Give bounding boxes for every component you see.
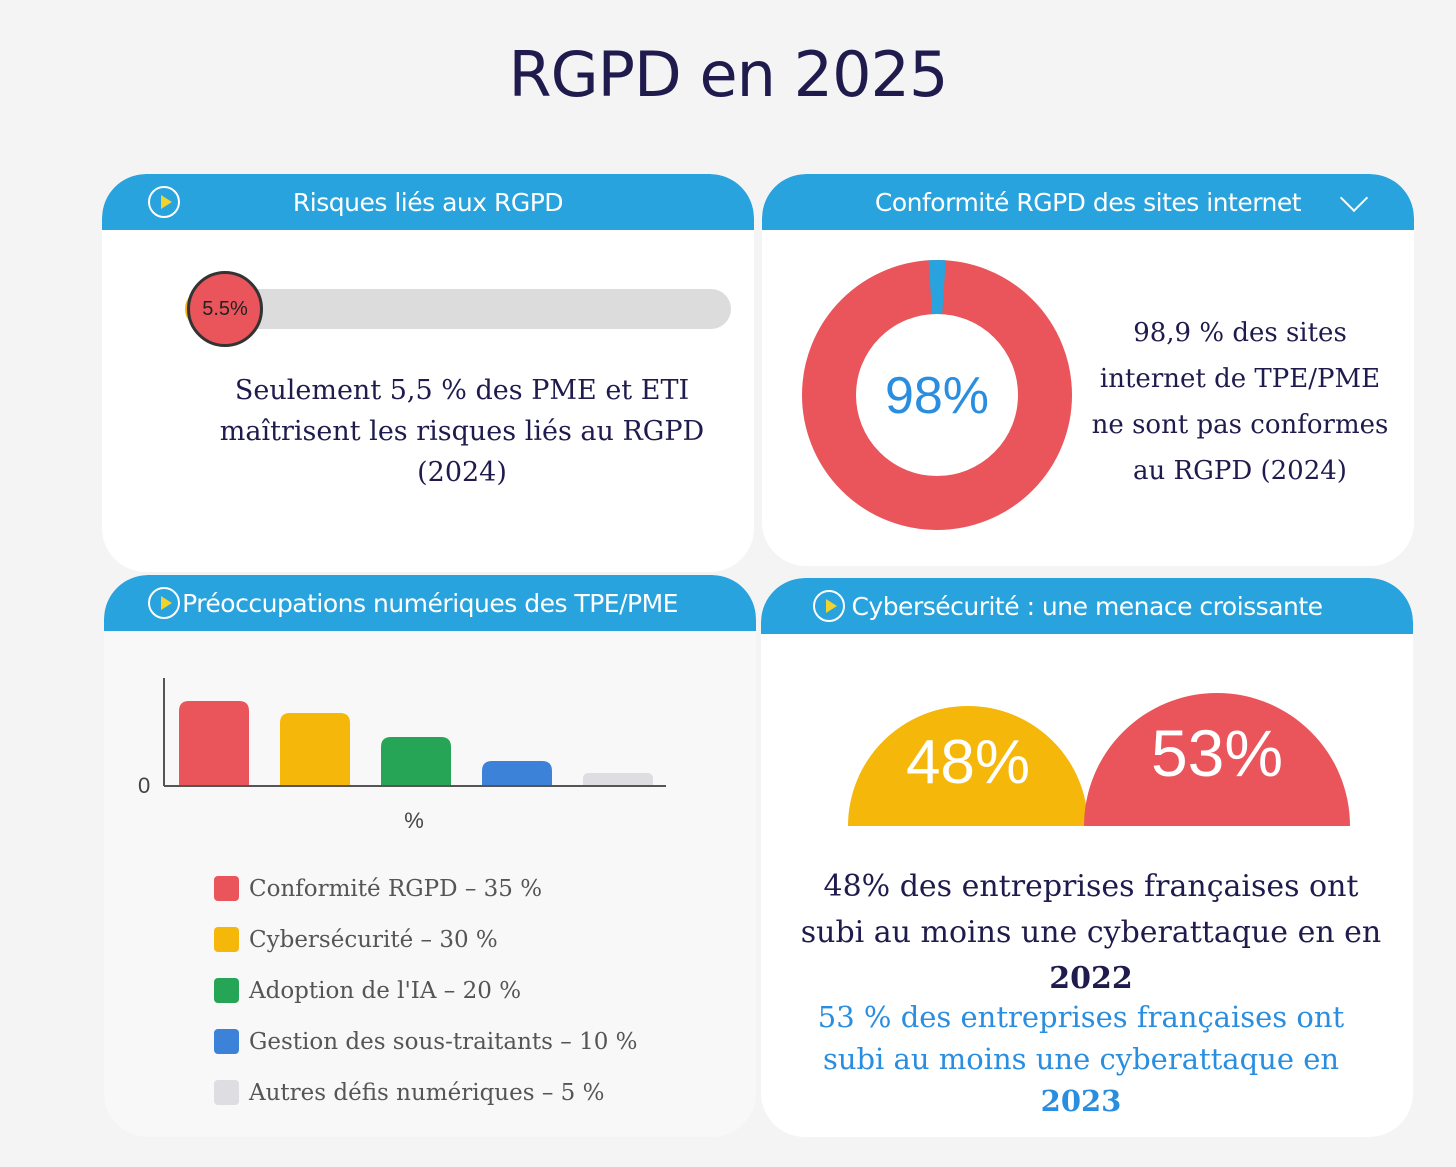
cyber-card: Cybersécurité : une menace croissante 48…	[761, 578, 1413, 1137]
bar-1	[280, 713, 350, 785]
risks-card-header: Risques liés aux RGPD	[102, 174, 754, 230]
semicircle-2022-label: 48%	[906, 728, 1030, 797]
cyber-text-2023-main: 53 % des entreprises françaises ont subi…	[817, 1000, 1345, 1076]
y-tick-label: 0	[138, 773, 150, 798]
legend-label: Adoption de l'IA – 20 %	[249, 977, 522, 1004]
concerns-card: Préoccupations numériques des TPE/PME 0 …	[104, 575, 756, 1137]
cyber-card-header: Cybersécurité : une menace croissante	[761, 578, 1413, 634]
chevron-down-icon[interactable]	[1339, 183, 1369, 213]
play-icon[interactable]	[813, 590, 845, 622]
legend-swatch	[214, 876, 239, 901]
donut-chart: 98%	[802, 260, 1072, 530]
bar-0	[179, 701, 249, 785]
cyber-text-2022: 48% des entreprises françaises ont subi …	[791, 864, 1391, 1002]
legend-swatch	[214, 978, 239, 1003]
legend-item: Cybersécurité – 30 %	[214, 914, 638, 965]
x-axis-label: %	[404, 808, 424, 833]
page-title: RGPD en 2025	[508, 38, 949, 111]
semicircle-2022	[848, 706, 1088, 826]
cyber-text-2022-year: 2022	[1049, 961, 1133, 996]
cyber-header-label: Cybersécurité : une menace croissante	[851, 591, 1323, 621]
legend-label: Cybersécurité – 30 %	[249, 926, 498, 953]
semicircle-2023	[1084, 693, 1350, 826]
legend-item: Adoption de l'IA – 20 %	[214, 965, 638, 1016]
risks-header-label: Risques liés aux RGPD	[292, 187, 564, 217]
semicircle-2023-label: 53%	[1151, 716, 1283, 790]
cyber-text-2023: 53 % des entreprises françaises ont subi…	[801, 996, 1361, 1122]
progress-knob[interactable]: 5.5%	[187, 271, 264, 347]
bar-3	[482, 761, 552, 785]
semicircle-chart: 48% 53%	[848, 693, 1350, 826]
legend-item: Gestion des sous-traitants – 10 %	[214, 1016, 638, 1067]
compliance-header-label: Conformité RGPD des sites internet	[874, 187, 1302, 217]
concerns-header-label: Préoccupations numériques des TPE/PME	[182, 588, 678, 618]
legend-item: Conformité RGPD – 35 %	[214, 863, 638, 914]
play-icon[interactable]	[148, 186, 180, 218]
donut-center-label: 98%	[885, 367, 989, 425]
risks-caption: Seulement 5,5 % des PME et ETI maîtrisen…	[219, 375, 705, 488]
compliance-card-header: Conformité RGPD des sites internet	[762, 174, 1414, 230]
cyber-text-2022-main: 48% des entreprises françaises ont subi …	[800, 869, 1382, 950]
progress-track	[185, 289, 731, 329]
bar-4	[583, 773, 653, 785]
legend-swatch	[214, 1029, 239, 1054]
chart-legend: Conformité RGPD – 35 % Cybersécurité – 30…	[214, 863, 638, 1118]
legend-label: Autres défis numériques – 5 %	[249, 1079, 605, 1106]
concerns-card-header: Préoccupations numériques des TPE/PME	[104, 575, 756, 631]
donut-slice-compliant	[802, 260, 1072, 530]
compliance-card: Conformité RGPD des sites internet 98% 9…	[762, 174, 1414, 566]
play-icon[interactable]	[148, 587, 180, 619]
legend-swatch	[214, 927, 239, 952]
risks-card: Risques liés aux RGPD 5.5% Seulement 5,5…	[102, 174, 754, 572]
legend-label: Gestion des sous-traitants – 10 %	[249, 1028, 638, 1055]
bar-2	[381, 737, 451, 785]
bar-chart: 0 %	[138, 678, 666, 833]
legend-swatch	[214, 1080, 239, 1105]
legend-label: Conformité RGPD – 35 %	[249, 875, 543, 902]
legend-item: Autres défis numériques – 5 %	[214, 1067, 638, 1118]
cyber-text-2023-year: 2023	[1040, 1084, 1122, 1118]
compliance-caption: 98,9 % des sites internet de TPE/PME ne …	[1091, 318, 1389, 486]
